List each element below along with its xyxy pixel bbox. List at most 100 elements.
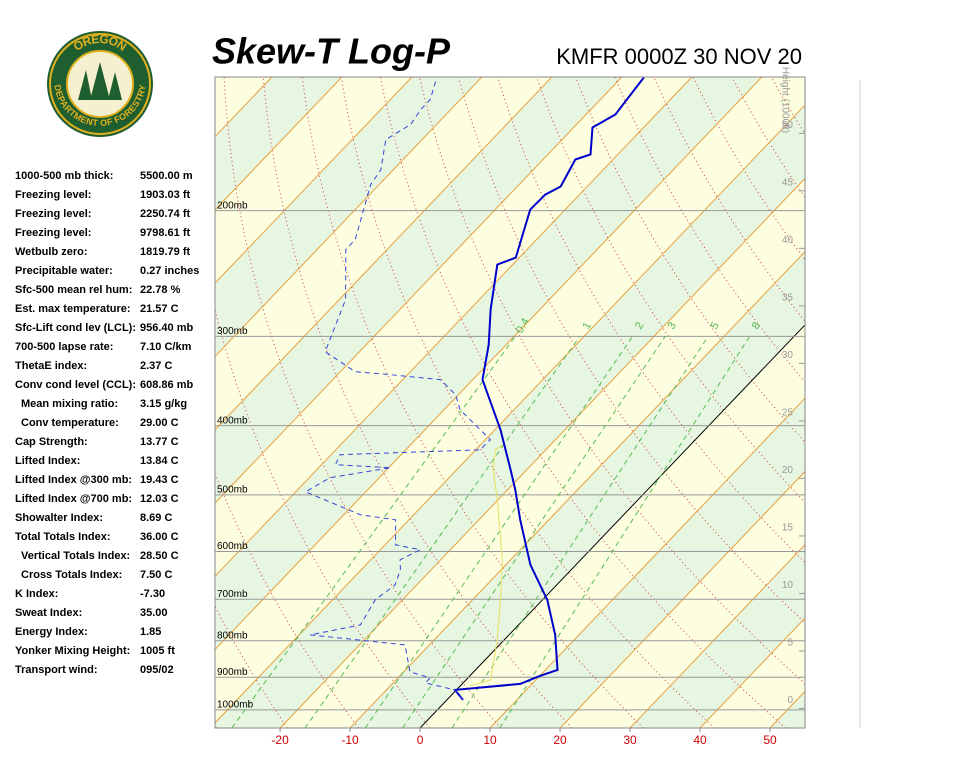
index-label: Cross Totals Index: [21, 569, 122, 581]
profile-line [304, 81, 492, 701]
index-value: 7.10 C/km [140, 341, 192, 353]
x-tick-label: 20 [553, 733, 567, 747]
index-label: 1000-500 mb thick: [15, 170, 113, 182]
index-value: 3.15 g/kg [140, 398, 187, 410]
index-label: Lifted Index @700 mb: [15, 493, 132, 505]
logo: OREGON DEPARTMENT OF FORESTRY [47, 31, 153, 137]
dry-adiabat [927, 77, 960, 728]
index-label: Sweat Index: [15, 607, 82, 619]
index-label: Freezing level: [15, 208, 91, 220]
chart-title: Skew-T Log-P [212, 31, 451, 72]
plot-frame [214, 76, 806, 729]
isotherm [215, 77, 343, 211]
index-label: Transport wind: [15, 664, 98, 676]
isotherm [215, 77, 553, 431]
mixing-ratio-label: 3 [666, 320, 679, 331]
index-label: Energy Index: [15, 626, 88, 638]
y-tick-label: 900mb [217, 667, 248, 678]
mixing-ratio-label: 1 [581, 320, 594, 331]
index-label: Wetbulb zero: [15, 246, 88, 258]
dry-adiabat [301, 77, 644, 728]
index-value: 21.57 C [140, 303, 179, 315]
y2-tick-label: 25 [782, 408, 794, 419]
x-tick-label: -10 [341, 733, 359, 747]
index-value: 22.78 % [140, 284, 181, 296]
index-label: Showalter Index: [15, 512, 103, 524]
mixing-ratio-line [304, 336, 581, 728]
isotherm [349, 250, 805, 728]
dry-adiabat [849, 77, 960, 728]
isotherm [215, 77, 693, 578]
y2-tick-label: 45 [782, 178, 794, 189]
y2-tick-label: 30 [782, 350, 794, 361]
isotherm [215, 77, 763, 651]
isotherm [699, 617, 805, 728]
height-axis-title: Height (1000ft) [779, 67, 790, 133]
index-value: 095/02 [140, 664, 174, 676]
y2-tick-label: 0 [787, 695, 793, 706]
y-tick-label: 800mb [217, 630, 248, 641]
index-label: Sfc-Lift cond lev (LCL): [15, 322, 136, 334]
index-label: Conv cond level (CCL): [15, 379, 136, 391]
y-tick-label: 500mb [217, 485, 248, 496]
index-value: 36.00 C [140, 531, 179, 543]
index-value: 8.69 C [140, 512, 172, 524]
x-tick-label: 50 [763, 733, 777, 747]
index-label: Total Totals Index: [15, 531, 111, 543]
x-tick-label: 40 [693, 733, 707, 747]
dry-adiabat [458, 77, 805, 624]
index-value: 956.40 mb [140, 322, 193, 334]
x-tick-label: -20 [271, 733, 289, 747]
index-value: 13.77 C [140, 436, 179, 448]
isotherm [215, 77, 413, 284]
y-tick-label: 1000mb [217, 700, 254, 711]
index-value: 0.27 inches [140, 265, 199, 277]
indices-table: 1000-500 mb thick: 5500.00 m Freezing leve… [15, 170, 199, 676]
index-value: 28.50 C [140, 550, 179, 562]
isotherm [559, 470, 805, 728]
profile-line [469, 444, 504, 687]
index-label: Lifted Index: [15, 455, 80, 467]
mixing-ratio-line [451, 336, 709, 728]
index-label: Freezing level: [15, 189, 91, 201]
y2-tick-label: 35 [782, 293, 794, 304]
index-label: Lifted Index @300 mb: [15, 474, 132, 486]
dry-adiabat [215, 471, 359, 728]
isotherm [215, 77, 483, 358]
dry-adiabat [810, 77, 960, 728]
y2-tick-label: 10 [782, 580, 794, 591]
index-label: Vertical Totals Index: [21, 550, 130, 562]
dry-adiabat [215, 307, 431, 728]
mixing-ratio-label: 2 [633, 320, 646, 331]
index-label: 700-500 lapse rate: [15, 341, 113, 353]
y2-tick-label: 50 [782, 120, 794, 131]
index-value: 13.84 C [140, 455, 179, 467]
dry-adiabat [223, 77, 502, 728]
index-label: Cap Strength: [15, 436, 88, 448]
x-tick-label: 10 [483, 733, 497, 747]
index-value: 1903.03 ft [140, 189, 190, 201]
plot-area [215, 77, 960, 728]
index-value: 35.00 [140, 607, 168, 619]
x-tick-label: 30 [623, 733, 637, 747]
index-value: 1005 ft [140, 645, 175, 657]
isotherm [279, 177, 805, 728]
index-value: 2.37 C [140, 360, 172, 372]
x-tick-label: 0 [417, 733, 424, 747]
temperature-band [215, 77, 805, 723]
index-label: Sfc-500 mean rel hum: [15, 284, 132, 296]
index-value: 5500.00 m [140, 170, 193, 182]
index-label: K Index: [15, 588, 58, 600]
index-label: Est. max temperature: [15, 303, 131, 315]
index-value: 19.43 C [140, 474, 179, 486]
y-tick-label: 200mb [217, 200, 248, 211]
mixing-ratio-label: 8 [750, 320, 763, 331]
index-label: Precipitable water: [15, 265, 113, 277]
y2-tick-label: 40 [782, 235, 794, 246]
dry-adiabat [888, 77, 960, 728]
index-value: -7.30 [140, 588, 165, 600]
index-label: ThetaE index: [15, 360, 87, 372]
mixing-ratio-line [499, 336, 751, 728]
chart-subtitle: KMFR 0000Z 30 NOV 20 [556, 44, 802, 69]
y2-tick-label: 5 [787, 638, 793, 649]
